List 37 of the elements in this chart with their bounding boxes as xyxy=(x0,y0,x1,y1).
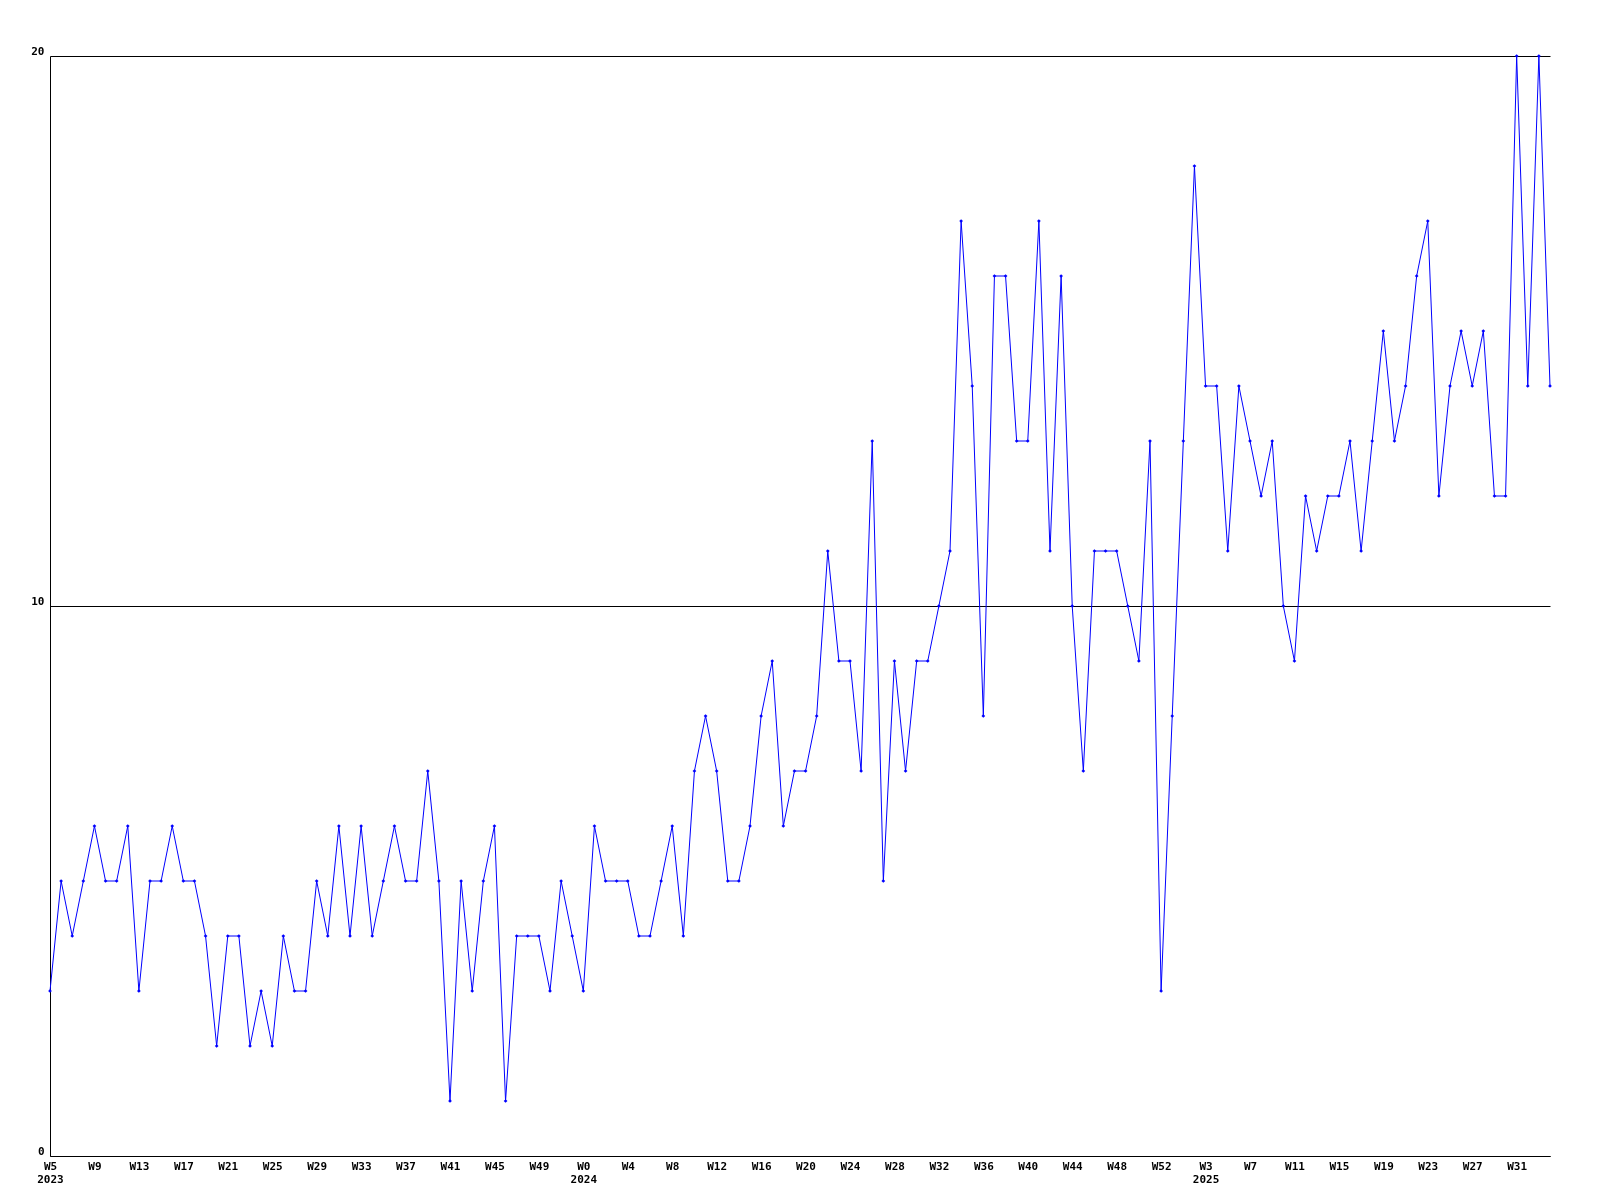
x-tick-label: W37 xyxy=(396,1159,416,1173)
x-tick-label: W31 xyxy=(1507,1159,1528,1173)
x-tick-label: W11 xyxy=(1285,1159,1306,1173)
x-tick-label: W9 xyxy=(88,1159,102,1173)
x-tick-label: W29 xyxy=(307,1159,328,1173)
x-tick-label: W3 2025 xyxy=(1192,1159,1220,1186)
x-tick-label: W15 xyxy=(1329,1159,1350,1173)
x-tick-label: W21 xyxy=(218,1159,239,1173)
x-tick-label: W28 xyxy=(885,1159,905,1173)
x-tick-label: W8 xyxy=(666,1159,680,1173)
x-tick-label: W24 xyxy=(840,1159,861,1173)
x-tick-label: W13 xyxy=(129,1159,150,1173)
x-tick-label: W19 xyxy=(1373,1159,1394,1173)
x-tick-label: W52 xyxy=(1151,1159,1172,1173)
y-tick-label: 0 xyxy=(37,1144,45,1158)
x-tick-label: W20 xyxy=(796,1159,816,1173)
x-tick-label: W16 xyxy=(751,1159,772,1173)
x-tick-label: W23 xyxy=(1418,1159,1439,1173)
x-tick-label: W48 xyxy=(1107,1159,1128,1173)
x-tick-label: W4 xyxy=(621,1159,636,1173)
x-tick-label: W5 2023 xyxy=(37,1159,64,1186)
y-tick-label: 20 xyxy=(31,44,45,58)
x-tick-label: W25 xyxy=(262,1159,283,1173)
x-tick-label: W32 xyxy=(929,1159,950,1173)
x-tick-label: W27 xyxy=(1462,1159,1483,1173)
x-tick-label: W49 xyxy=(529,1159,550,1173)
y-tick-label: 10 xyxy=(31,594,45,608)
x-tick-label: W7 xyxy=(1243,1159,1258,1173)
x-tick-label: W40 xyxy=(1018,1159,1039,1173)
x-tick-label: W36 xyxy=(973,1159,995,1173)
x-tick-label: W41 xyxy=(440,1159,461,1173)
x-tick-label: W44 xyxy=(1062,1159,1084,1173)
x-tick-label: W0 2024 xyxy=(570,1159,598,1186)
x-tick-label: W33 xyxy=(351,1159,372,1173)
x-tick-label: W17 xyxy=(173,1159,194,1173)
x-tick-label: W12 xyxy=(707,1159,728,1173)
x-tick-label: W45 xyxy=(485,1159,505,1173)
